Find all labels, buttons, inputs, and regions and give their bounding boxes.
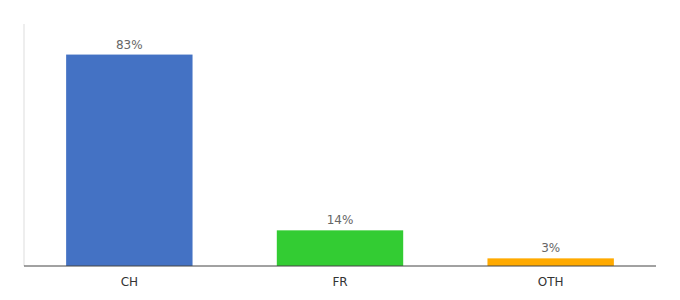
data-label: 83%	[116, 38, 143, 52]
x-tick-label: CH	[121, 275, 138, 289]
bar	[66, 55, 192, 266]
chart-container: 83% 14% 3% CH FR OTH	[0, 0, 680, 300]
x-tick-label: OTH	[538, 275, 564, 289]
y-axis-line	[24, 24, 25, 266]
bars	[66, 55, 614, 266]
data-label: 3%	[541, 241, 560, 255]
bar	[487, 258, 613, 266]
bar	[277, 230, 403, 266]
x-axis-line	[24, 266, 656, 267]
data-label: 14%	[327, 213, 354, 227]
x-tick-label: FR	[332, 275, 347, 289]
chart-svg: 83% 14% 3% CH FR OTH	[0, 0, 680, 300]
